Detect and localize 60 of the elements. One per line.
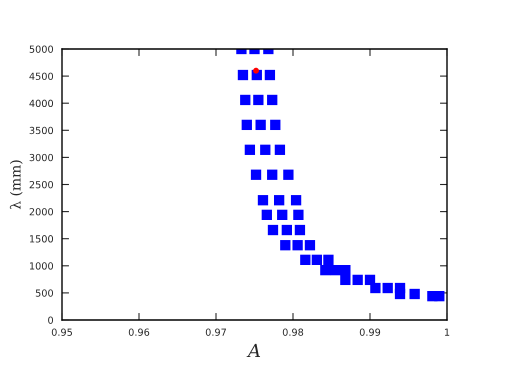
- x-tick-label: 0.99: [360, 328, 380, 336]
- point: [274, 144, 286, 155]
- point: [364, 274, 376, 286]
- point: [264, 70, 276, 80]
- point: [340, 264, 351, 276]
- y-tick-label: 2000: [30, 208, 54, 216]
- point: [253, 94, 264, 106]
- y-tick-label: 5000: [30, 45, 54, 53]
- y-tick-label: 2500: [30, 180, 54, 188]
- point: [340, 274, 351, 286]
- y-tick-label: 4000: [29, 100, 54, 108]
- x-tick-label: 0.96: [128, 328, 150, 336]
- point: [274, 195, 284, 206]
- point: [320, 264, 330, 276]
- point: [312, 254, 322, 265]
- point: [352, 274, 363, 286]
- x-axis-title: A: [246, 344, 260, 358]
- x-tick-label: 0.98: [282, 328, 304, 336]
- point: [294, 224, 306, 236]
- point: [293, 210, 304, 220]
- point: [238, 70, 248, 80]
- x-tick-label: 0.97: [206, 328, 226, 336]
- point: [253, 68, 259, 74]
- point: [280, 240, 290, 250]
- point: [292, 240, 303, 250]
- point: [256, 120, 266, 130]
- point: [282, 224, 292, 236]
- point: [394, 288, 406, 300]
- y-tick-label: 0: [48, 316, 54, 324]
- point: [304, 240, 316, 250]
- point: [267, 170, 278, 180]
- point: [260, 144, 270, 155]
- point: [244, 144, 256, 155]
- point: [242, 120, 252, 130]
- point: [268, 224, 278, 236]
- y-tick-label: 3500: [30, 126, 54, 134]
- x-tick-label: 1: [444, 328, 450, 336]
- point: [258, 195, 268, 206]
- point: [330, 264, 340, 276]
- point: [277, 210, 288, 220]
- point: [370, 282, 381, 294]
- point: [290, 195, 302, 206]
- point: [270, 120, 280, 130]
- point: [300, 254, 310, 265]
- y-tick-label: 1000: [30, 262, 54, 270]
- point: [262, 210, 272, 220]
- point: [434, 291, 444, 302]
- y-tick-label: 500: [36, 289, 54, 297]
- point: [323, 254, 334, 265]
- x-tick-label: 0.95: [52, 328, 72, 336]
- point: [410, 288, 420, 300]
- point: [250, 170, 262, 180]
- point: [382, 282, 393, 294]
- point: [267, 94, 278, 106]
- point: [240, 94, 250, 106]
- point: [283, 170, 294, 180]
- y-tick-label: 4500: [29, 72, 54, 80]
- y-axis-title: λ (mm): [10, 160, 23, 210]
- y-tick-label: 1500: [30, 235, 54, 243]
- y-tick-label: 3000: [30, 154, 54, 162]
